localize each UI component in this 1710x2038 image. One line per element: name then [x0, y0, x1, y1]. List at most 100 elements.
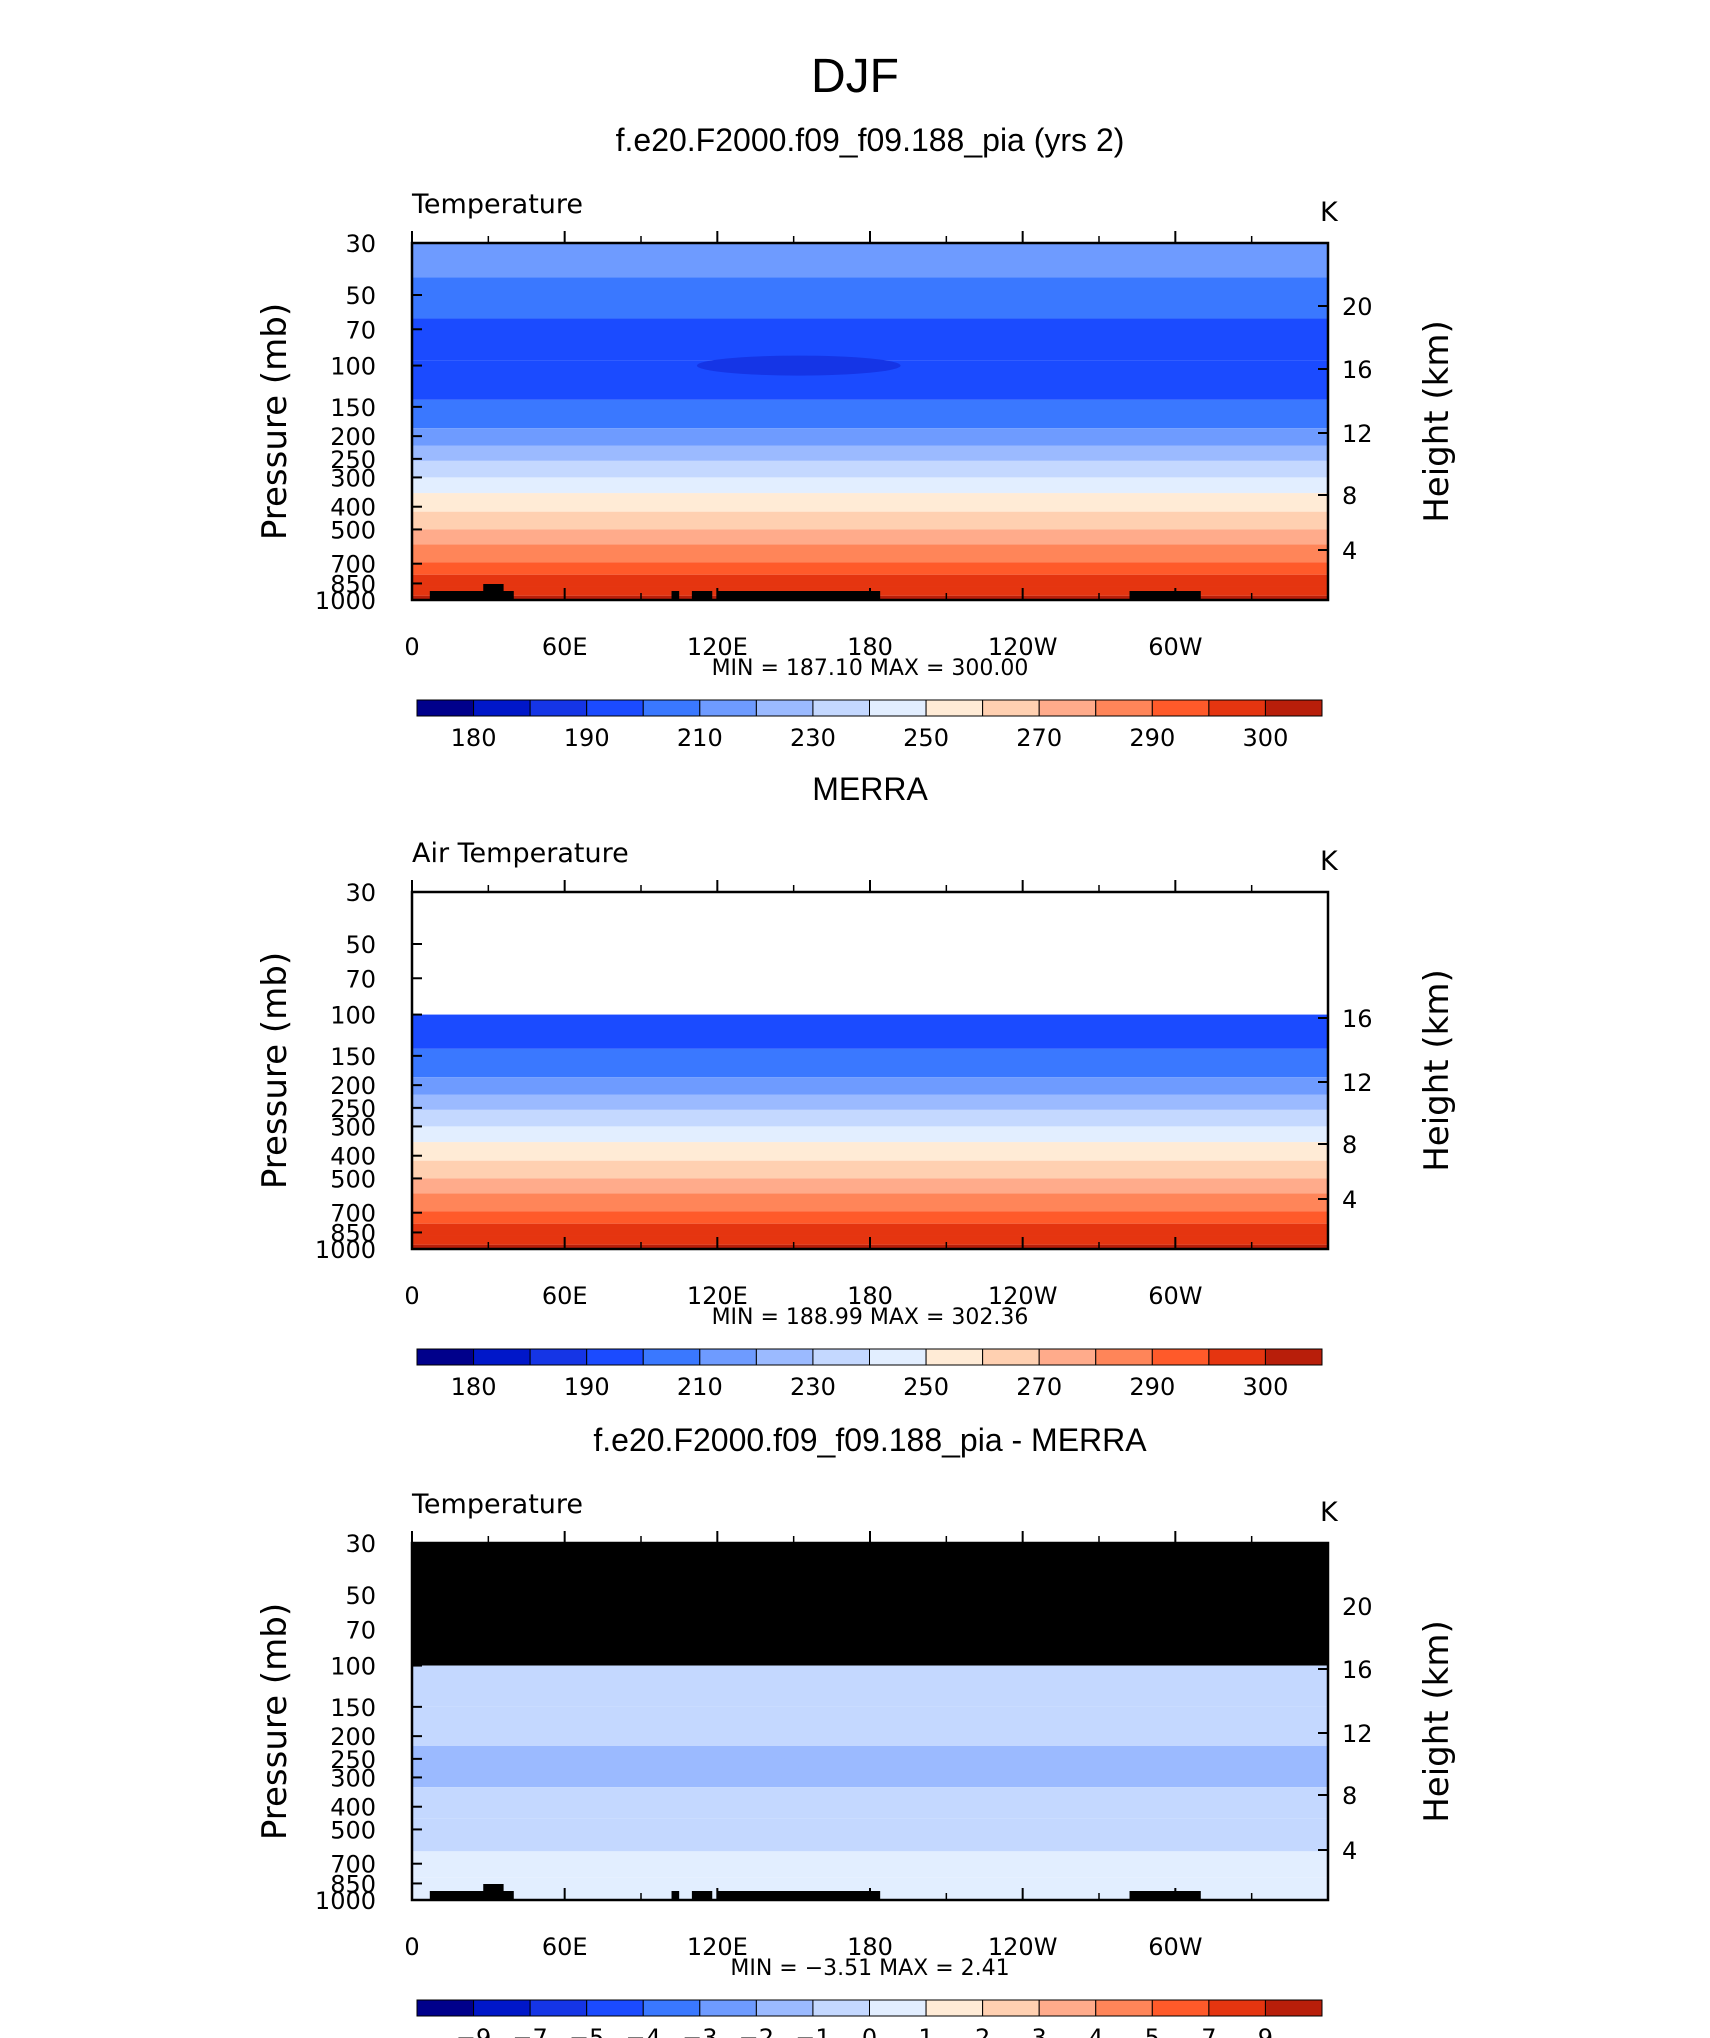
colorbar-label: 180: [451, 724, 497, 752]
x-tick-label: 120W: [988, 1282, 1058, 1310]
contour-band: [412, 243, 1328, 278]
y2-axis-label: Height (km): [1417, 969, 1457, 1172]
x-tick-label: 60W: [1148, 633, 1202, 661]
colorbar-label: −2: [739, 2024, 774, 2038]
y-tick-label: 850: [330, 1870, 376, 1898]
y-tick-label: 1000: [315, 1236, 376, 1264]
colorbar-segment: [416, 1348, 475, 1366]
y2-tick-label: 16: [1342, 1005, 1373, 1033]
contour-band: [412, 1142, 1328, 1161]
colorbar-segment: [755, 699, 814, 717]
contour-band: [412, 511, 1328, 530]
colorbar-segment: [529, 1999, 588, 2017]
topography: [671, 1891, 680, 1900]
x-tick-label: 120W: [988, 1933, 1058, 1961]
contour-band: [412, 1745, 1328, 1788]
colorbar-segment: [699, 1999, 757, 2017]
contour-band: [412, 1014, 1328, 1049]
colorbar-label: 7: [1201, 2024, 1216, 2038]
chart-title: f.e20.F2000.f09_f09.188_pia - MERRA: [593, 1422, 1147, 1458]
colorbar-segment: [982, 1348, 1040, 1366]
y-tick-label: 300: [330, 464, 376, 492]
y2-tick-label: 16: [1342, 356, 1373, 384]
y2-tick-label: 12: [1342, 1069, 1373, 1097]
colorbar-segment: [642, 699, 701, 717]
y-tick-label: 70: [345, 316, 376, 344]
y-tick-label: 100: [330, 1002, 376, 1030]
x-tick-label: 120E: [687, 1282, 748, 1310]
y2-tick-label: 16: [1342, 1656, 1373, 1684]
contour-band: [412, 460, 1328, 478]
y2-tick-label: 4: [1342, 1186, 1357, 1214]
contour-feature: [722, 1756, 799, 1777]
colorbar-segment: [755, 1348, 814, 1366]
colorbar-segment: [1151, 1999, 1210, 2017]
contour-band: [412, 574, 1328, 587]
y2-tick-label: 4: [1342, 1837, 1357, 1865]
topography: [717, 591, 881, 600]
y-axis-label: Pressure (mb): [255, 303, 295, 540]
contour-band: [412, 428, 1328, 446]
colorbar-segment: [812, 1999, 870, 2017]
contour-band: [412, 277, 1328, 319]
x-tick-label: 60W: [1148, 1282, 1202, 1310]
colorbar-label: 2: [975, 2024, 990, 2038]
colorbar-segment: [982, 699, 1040, 717]
x-tick-label: 60E: [542, 1933, 588, 1961]
contour-band: [412, 477, 1328, 494]
min-max-stats: MIN = 187.10 MAX = 300.00: [712, 656, 1029, 681]
colorbar-segment: [869, 699, 927, 717]
chart-panel-1: f.e20.F2000.f09_f09.188_pia (yrs 2) Tempe…: [255, 122, 1457, 752]
y-tick-label: 500: [330, 1165, 376, 1193]
contour-band: [412, 1094, 1328, 1110]
contour-band: [412, 1706, 1328, 1746]
contour-band: [412, 1109, 1328, 1127]
y-tick-label: 50: [345, 1582, 376, 1610]
contour-band: [412, 1126, 1328, 1143]
colorbar-segment: [1208, 1999, 1266, 2017]
y-tick-label: 300: [330, 1764, 376, 1792]
x-tick-label: 180: [847, 633, 893, 661]
colorbar-segment: [812, 1348, 870, 1366]
colorbar-label: 270: [1016, 724, 1062, 752]
colorbar-label: −9: [456, 2024, 491, 2038]
colorbar-segment: [1038, 699, 1097, 717]
y-tick-label: 400: [330, 1794, 376, 1822]
colorbar-segment: [1264, 699, 1323, 717]
colorbar-segment: [925, 1999, 984, 2017]
y2-tick-label: 12: [1342, 1720, 1373, 1748]
y2-tick-label: 8: [1342, 482, 1357, 510]
y-tick-label: 700: [330, 551, 376, 579]
y-tick-label: 30: [345, 1530, 376, 1558]
x-tick-label: 0: [404, 1282, 419, 1310]
y2-tick-label: 20: [1342, 293, 1373, 321]
colorbar-segment: [812, 699, 870, 717]
contour-band: [412, 529, 1328, 545]
contour-band: [412, 493, 1328, 512]
contour-band: [412, 1665, 1328, 1707]
topography: [429, 1891, 489, 1900]
y-tick-label: 400: [330, 494, 376, 522]
y-axis-label: Pressure (mb): [255, 1603, 295, 1840]
colorbar-label: 210: [677, 1373, 723, 1401]
colorbar-segment: [1208, 1348, 1266, 1366]
contour-band: [412, 1048, 1328, 1078]
contour-band: [412, 1787, 1328, 1819]
colorbar-segment: [1264, 1348, 1323, 1366]
colorbar-label: −1: [795, 2024, 830, 2038]
colorbar-segment: [1038, 1999, 1097, 2017]
y-axis-label: Pressure (mb): [255, 952, 295, 1189]
colorbar-label: −5: [569, 2024, 604, 2038]
min-max-stats: MIN = −3.51 MAX = 2.41: [730, 1956, 1009, 1981]
colorbar-label: 290: [1129, 1373, 1175, 1401]
chart-title: f.e20.F2000.f09_f09.188_pia (yrs 2): [616, 122, 1125, 158]
colorbar-segment: [1151, 699, 1210, 717]
y2-tick-label: 8: [1342, 1782, 1357, 1810]
y-tick-label: 200: [330, 423, 376, 451]
colorbar-label: 9: [1258, 2024, 1273, 2038]
chart-subtitle: Temperature: [411, 1489, 583, 1520]
colorbar-segment: [755, 1999, 814, 2017]
x-tick-label: 120W: [988, 633, 1058, 661]
y-tick-label: 250: [330, 1746, 376, 1774]
y2-axis-label: Height (km): [1417, 1620, 1457, 1823]
